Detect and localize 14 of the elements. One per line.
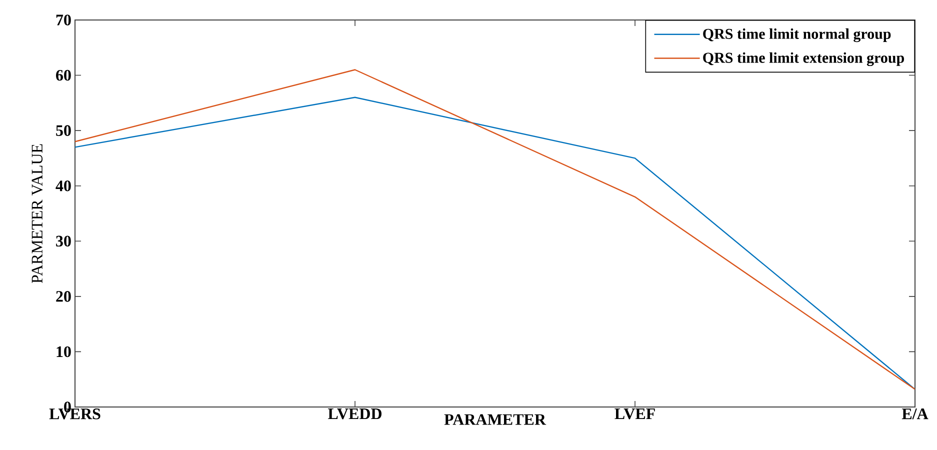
y-tick-label: 10: [56, 346, 71, 358]
y-tick-label: 50: [56, 125, 71, 136]
y-tick-label: 20: [56, 291, 71, 302]
x-tick-label: LVEF: [614, 408, 655, 420]
y-tick-label: 40: [56, 180, 71, 192]
x-tick-label: LVEDD: [328, 408, 382, 420]
legend-label: QRS time limit normal group: [703, 28, 891, 42]
y-tick-label: 60: [56, 70, 71, 81]
y-axis-title: PARMETER VALUE: [32, 144, 43, 284]
legend-label: QRS time limit extension group: [703, 52, 904, 66]
y-tick-label: 70: [56, 14, 71, 26]
x-axis-title: PARAMETER: [444, 414, 546, 425]
y-tick-label: 30: [56, 236, 71, 247]
x-tick-label: E/A: [902, 408, 928, 420]
